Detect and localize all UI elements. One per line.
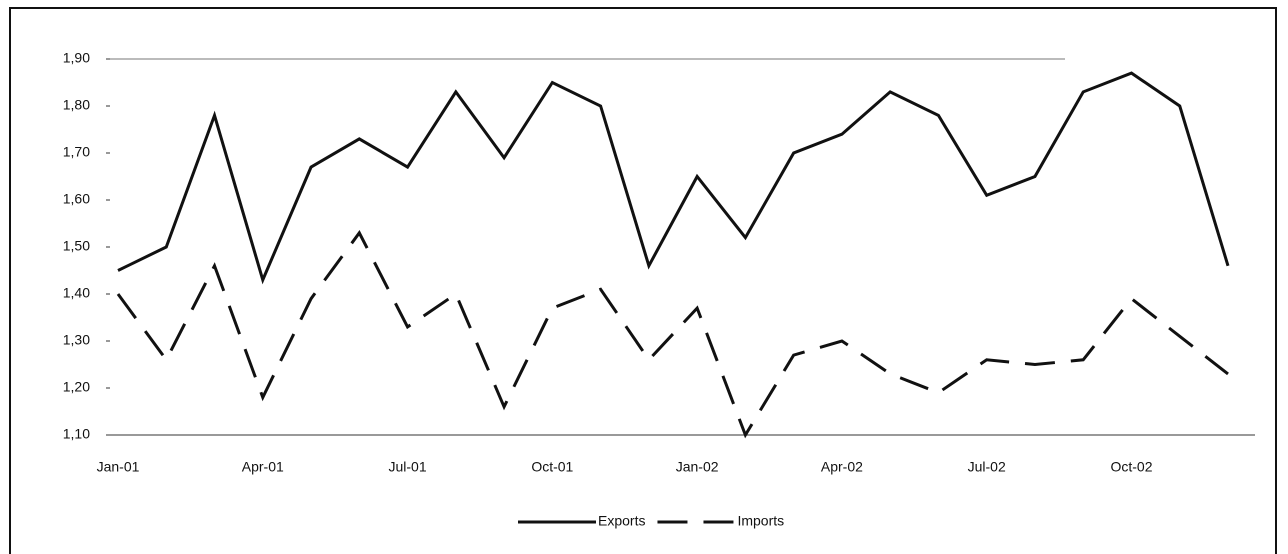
x-tick-label: Apr-02 xyxy=(821,459,863,475)
x-tick-label: Jul-02 xyxy=(968,459,1006,475)
x-tick-label: Jul-01 xyxy=(388,459,426,475)
y-tick-label: 1,50 xyxy=(63,238,90,254)
y-tick-label: 1,90 xyxy=(63,50,90,66)
x-tick-label: Oct-02 xyxy=(1110,459,1152,475)
series-line xyxy=(117,71,1230,285)
series-line xyxy=(116,230,1229,439)
y-tick-label: 1,40 xyxy=(63,285,90,301)
x-tick-label: Jan-02 xyxy=(676,459,719,475)
y-tick-label: 1,80 xyxy=(63,97,90,113)
y-tick-label: 1,60 xyxy=(63,191,90,207)
x-tick-label: Apr-01 xyxy=(242,459,284,475)
legend-label: Imports xyxy=(737,513,784,529)
y-tick-label: 1,10 xyxy=(63,426,90,442)
x-tick-label: Oct-01 xyxy=(531,459,573,475)
legend-label: Exports xyxy=(598,513,645,529)
x-tick-label: Jan-01 xyxy=(97,459,140,475)
y-tick-label: 1,70 xyxy=(63,144,90,160)
frame xyxy=(9,7,1277,554)
y-tick-label: 1,30 xyxy=(63,332,90,348)
y-tick-label: 1,20 xyxy=(63,379,90,395)
